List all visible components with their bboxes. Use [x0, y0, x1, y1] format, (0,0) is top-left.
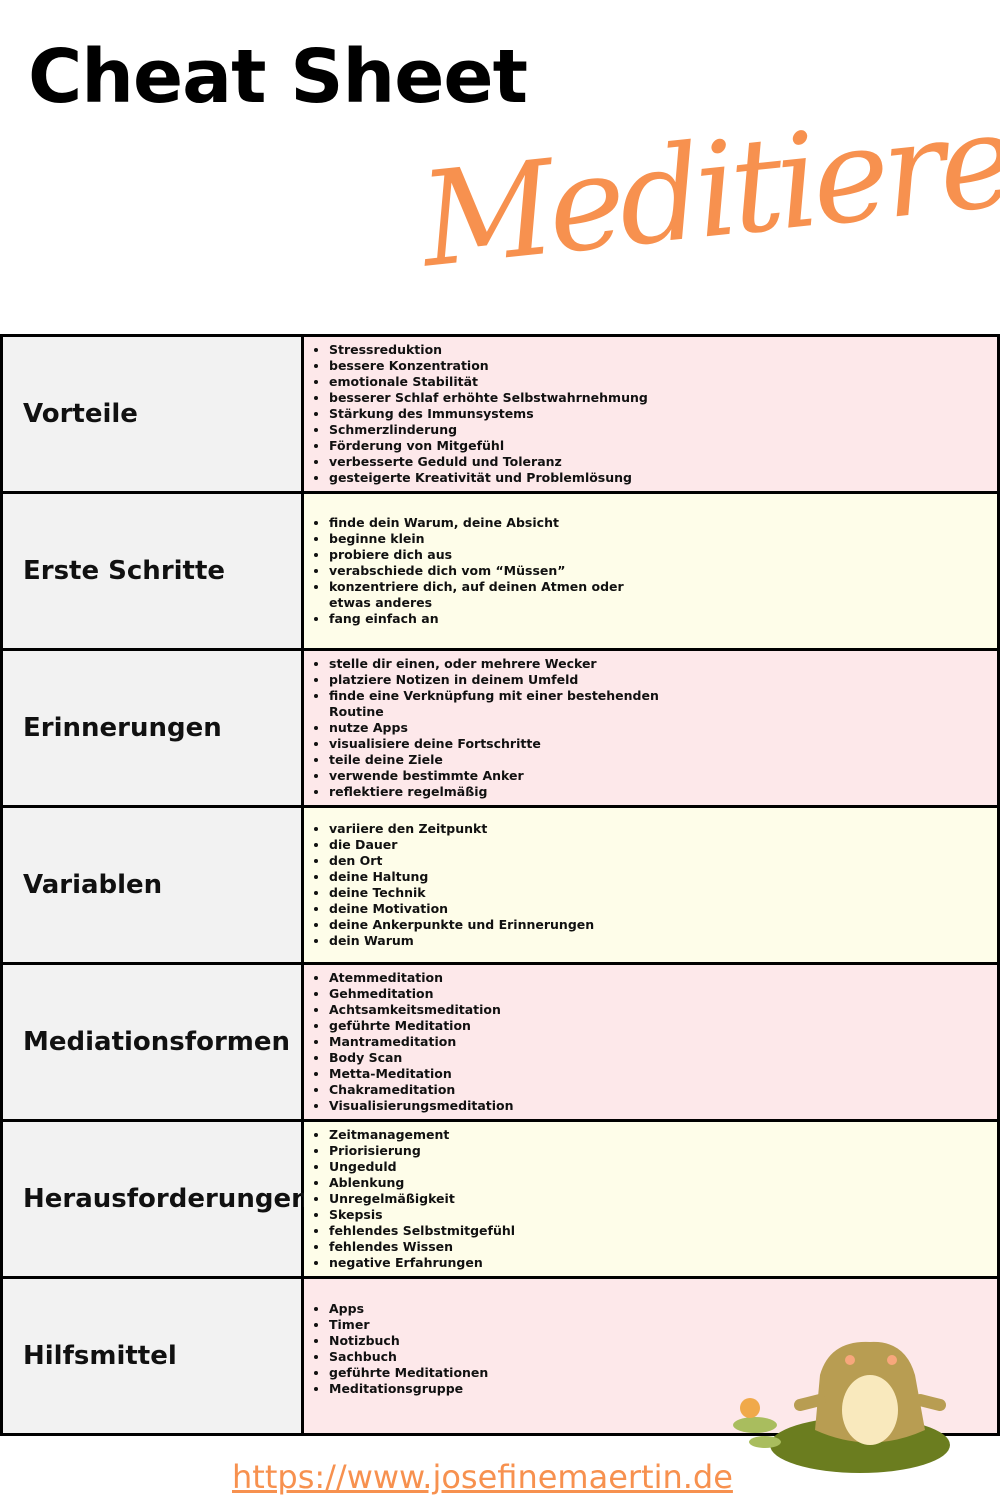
list-item: Skepsis: [329, 1207, 515, 1223]
list-item: deine Technik: [329, 885, 594, 901]
list-item: deine Motivation: [329, 901, 594, 917]
list-item: Apps: [329, 1301, 488, 1317]
cheat-sheet-table: VorteileStressreduktionbessere Konzentra…: [0, 334, 1000, 1436]
list-item: Stressreduktion: [329, 342, 648, 358]
row-label: Herausforderungen: [0, 1122, 310, 1276]
row-label: Hilfsmittel: [0, 1279, 304, 1433]
list-item: Sachbuch: [329, 1349, 488, 1365]
bullet-list: AtemmeditationGehmeditationAchtsamkeitsm…: [326, 970, 514, 1114]
list-item: finde eine Verknüpfung mit einer bestehe…: [329, 688, 659, 720]
list-item: bessere Konzentration: [329, 358, 648, 374]
list-item: Chakrameditation: [329, 1082, 514, 1098]
list-item: variiere den Zeitpunkt: [329, 821, 594, 837]
list-item: beginne klein: [329, 531, 659, 547]
list-item: Schmerzlinderung: [329, 422, 648, 438]
list-item: probiere dich aus: [329, 547, 659, 563]
list-item: Notizbuch: [329, 1333, 488, 1349]
list-item: Ablenkung: [329, 1175, 515, 1191]
list-item: reflektiere regelmäßig: [329, 784, 659, 800]
list-item: Priorisierung: [329, 1143, 515, 1159]
page-title: Cheat Sheet: [28, 34, 528, 120]
list-item: Mantrameditation: [329, 1034, 514, 1050]
list-item: Stärkung des Immunsystems: [329, 406, 648, 422]
list-item: die Dauer: [329, 837, 594, 853]
list-item: den Ort: [329, 853, 594, 869]
list-item: besserer Schlaf erhöhte Selbstwahrnehmun…: [329, 390, 648, 406]
table-row: Variablenvariiere den Zeitpunktdie Dauer…: [0, 808, 1000, 965]
list-item: platziere Notizen in deinem Umfeld: [329, 672, 659, 688]
row-content: AtemmeditationGehmeditationAchtsamkeitsm…: [304, 965, 1000, 1119]
list-item: Atemmeditation: [329, 970, 514, 986]
list-item: dein Warum: [329, 933, 594, 949]
bullet-list: variiere den Zeitpunktdie Dauerden Ortde…: [326, 821, 594, 949]
list-item: gesteigerte Kreativität und Problemlösun…: [329, 470, 648, 486]
table-row: MediationsformenAtemmeditationGehmeditat…: [0, 965, 1000, 1122]
bullet-list: ZeitmanagementPriorisierungUngeduldAblen…: [326, 1127, 515, 1271]
list-item: Achtsamkeitsmeditation: [329, 1002, 514, 1018]
row-label: Erinnerungen: [0, 651, 304, 805]
row-content: Stressreduktionbessere Konzentrationemot…: [304, 337, 1000, 491]
bullet-list: stelle dir einen, oder mehrere Weckerpla…: [326, 656, 659, 800]
list-item: geführte Meditationen: [329, 1365, 488, 1381]
list-item: Gehmeditation: [329, 986, 514, 1002]
list-item: nutze Apps: [329, 720, 659, 736]
bullet-list: AppsTimerNotizbuchSachbuchgeführte Medit…: [326, 1301, 488, 1397]
table-row: VorteileStressreduktionbessere Konzentra…: [0, 337, 1000, 494]
row-content: ZeitmanagementPriorisierungUngeduldAblen…: [304, 1122, 1000, 1276]
table-row: Erste Schrittefinde dein Warum, deine Ab…: [0, 494, 1000, 651]
list-item: Metta-Meditation: [329, 1066, 514, 1082]
list-item: negative Erfahrungen: [329, 1255, 515, 1271]
row-content: variiere den Zeitpunktdie Dauerden Ortde…: [304, 808, 1000, 962]
list-item: fang einfach an: [329, 611, 659, 627]
list-item: Visualisierungsmeditation: [329, 1098, 514, 1114]
list-item: geführte Meditation: [329, 1018, 514, 1034]
list-item: teile deine Ziele: [329, 752, 659, 768]
list-item: fehlendes Wissen: [329, 1239, 515, 1255]
table-row: HerausforderungenZeitmanagementPriorisie…: [0, 1122, 1000, 1279]
bullet-list: finde dein Warum, deine Absichtbeginne k…: [326, 515, 659, 627]
list-item: Förderung von Mitgefühl: [329, 438, 648, 454]
list-item: stelle dir einen, oder mehrere Wecker: [329, 656, 659, 672]
list-item: verwende bestimmte Anker: [329, 768, 659, 784]
list-item: emotionale Stabilität: [329, 374, 648, 390]
list-item: deine Ankerpunkte und Erinnerungen: [329, 917, 594, 933]
list-item: Meditationsgruppe: [329, 1381, 488, 1397]
row-label: Variablen: [0, 808, 304, 962]
list-item: deine Haltung: [329, 869, 594, 885]
list-item: verbesserte Geduld und Toleranz: [329, 454, 648, 470]
row-label: Mediationsformen: [0, 965, 304, 1119]
list-item: Zeitmanagement: [329, 1127, 515, 1143]
meditating-frog-illustration: [733, 1341, 950, 1473]
table-row: Erinnerungenstelle dir einen, oder mehre…: [0, 651, 1000, 808]
row-content: finde dein Warum, deine Absichtbeginne k…: [304, 494, 1000, 648]
list-item: Ungeduld: [329, 1159, 515, 1175]
row-content: stelle dir einen, oder mehrere Weckerpla…: [304, 651, 1000, 805]
list-item: konzentriere dich, auf deinen Atmen oder…: [329, 579, 659, 611]
list-item: finde dein Warum, deine Absicht: [329, 515, 659, 531]
list-item: Unregelmäßigkeit: [329, 1191, 515, 1207]
list-item: visualisiere deine Fortschritte: [329, 736, 659, 752]
row-label: Vorteile: [0, 337, 304, 491]
bullet-list: Stressreduktionbessere Konzentrationemot…: [326, 342, 648, 486]
row-label: Erste Schritte: [0, 494, 304, 648]
list-item: verabschiede dich vom “Müssen”: [329, 563, 659, 579]
list-item: Timer: [329, 1317, 488, 1333]
website-link[interactable]: https://www.josefinemaertin.de: [232, 1458, 733, 1496]
list-item: Body Scan: [329, 1050, 514, 1066]
list-item: fehlendes Selbstmitgefühl: [329, 1223, 515, 1239]
